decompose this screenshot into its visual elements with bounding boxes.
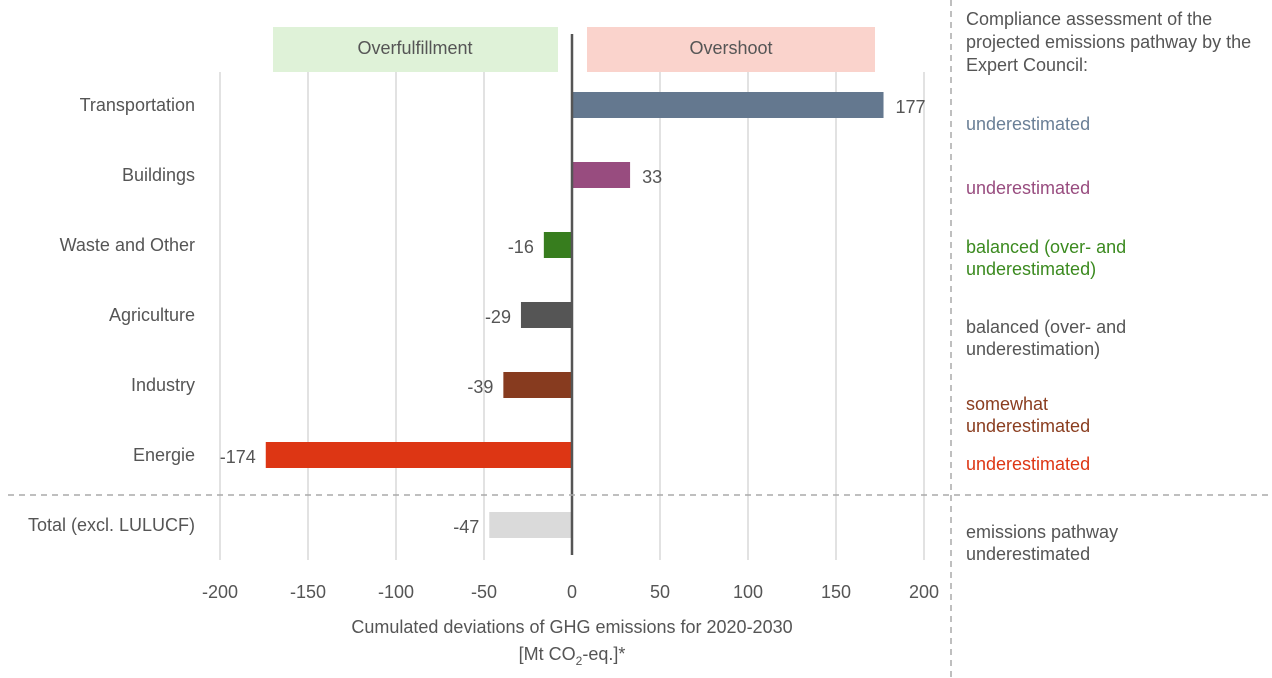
category-label: Agriculture <box>109 305 195 325</box>
value-label: 33 <box>642 167 662 187</box>
category-label: Transportation <box>80 95 195 115</box>
bar <box>572 92 884 118</box>
x-tick-label: 200 <box>909 582 939 602</box>
x-tick-label: -50 <box>471 582 497 602</box>
x-axis-label-line1: Cumulated deviations of GHG emissions fo… <box>351 617 792 637</box>
assessment-item: underestimated <box>966 178 1091 198</box>
bar <box>520 302 572 328</box>
x-axis-label-line2: [Mt CO2-eq.]* <box>519 644 626 668</box>
value-label: -47 <box>453 517 479 537</box>
category-label: Waste and Other <box>60 235 195 255</box>
x-tick-label: 50 <box>650 582 670 602</box>
x-tick-label: -100 <box>378 582 414 602</box>
assessment-item: underestimated <box>966 114 1091 134</box>
x-tick-label: -150 <box>290 582 326 602</box>
assessment-title: Compliance assessment of the projected e… <box>966 9 1252 75</box>
category-label: Total (excl. LULUCF) <box>28 515 195 535</box>
bars <box>265 92 884 538</box>
x-tick-label: -200 <box>202 582 238 602</box>
value-label: 177 <box>896 97 926 117</box>
bar <box>489 512 572 538</box>
category-label: Energie <box>133 445 195 465</box>
bar <box>265 442 572 468</box>
x-tick-label: 150 <box>821 582 851 602</box>
x-tick-label: 100 <box>733 582 763 602</box>
category-labels: Transportation Buildings Waste and Other Ag… <box>28 95 195 535</box>
value-label: -29 <box>485 307 511 327</box>
value-labels: 177 33 -16 -29 -39 -174 -47 <box>220 97 926 537</box>
value-label: -174 <box>220 447 256 467</box>
bar <box>543 232 572 258</box>
assessment-item: balanced (over- and underestimation) <box>966 317 1127 359</box>
assessment-item: somewhat underestimated <box>966 394 1091 436</box>
overfulfillment-header-box <box>273 27 558 72</box>
category-label: Industry <box>131 375 195 395</box>
category-label: Buildings <box>122 165 195 185</box>
overshoot-header-box <box>587 27 875 72</box>
x-tick-labels: -200 -150 -100 -50 0 50 100 150 200 <box>202 582 939 602</box>
region-headers: Overfulfillment Overshoot <box>273 27 875 72</box>
assessment-item: underestimated <box>966 454 1091 474</box>
assessment-item: emissions pathway underestimated <box>966 522 1119 564</box>
x-tick-label: 0 <box>567 582 577 602</box>
bar <box>503 372 572 398</box>
assessment-item: balanced (over- and underestimated) <box>966 237 1127 279</box>
bar <box>572 162 631 188</box>
value-label: -16 <box>508 237 534 257</box>
overshoot-header: Overshoot <box>689 38 772 58</box>
overfulfillment-header: Overfulfillment <box>357 38 472 58</box>
gridlines <box>219 72 925 560</box>
value-label: -39 <box>467 377 493 397</box>
